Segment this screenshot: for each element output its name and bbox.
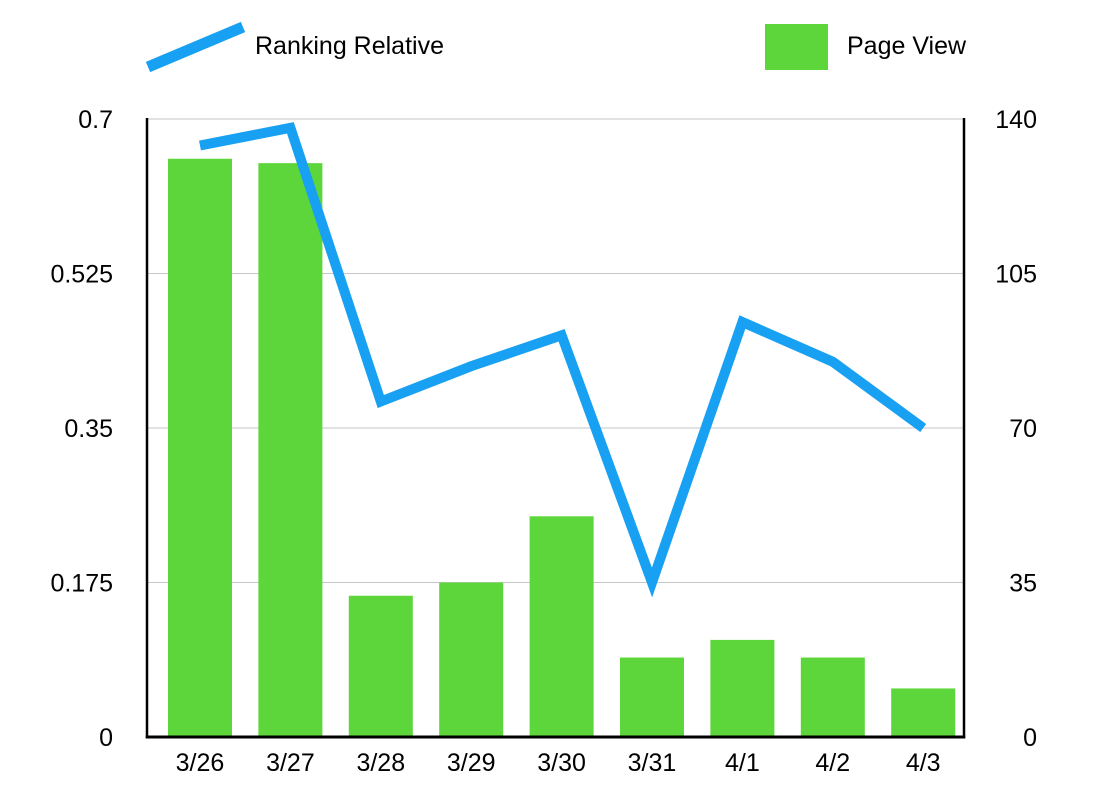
bar-4/3	[891, 688, 956, 737]
bar-series	[168, 158, 956, 738]
left-tick-label: 0	[99, 724, 113, 752]
x-label-4/1: 4/1	[725, 749, 760, 777]
bar-4/1	[710, 639, 775, 737]
right-axis-ticks: 0 35 70 105 140	[995, 106, 1037, 752]
legend-bar-swatch	[765, 24, 828, 70]
right-tick-label: 140	[995, 106, 1037, 134]
legend: Ranking Relative Page View	[145, 21, 967, 73]
left-axis-ticks: 0 0.175 0.35 0.525 0.7	[50, 106, 113, 752]
axes	[145, 118, 966, 739]
legend-bar-label: Page View	[847, 32, 967, 60]
bar-3/28	[348, 595, 413, 737]
left-tick-label: 0.7	[78, 106, 113, 134]
left-tick-label: 0.35	[64, 415, 113, 443]
right-tick-label: 0	[1023, 724, 1037, 752]
x-label-3/26: 3/26	[176, 749, 225, 777]
legend-line-swatch	[145, 21, 246, 73]
left-tick-label: 0.525	[50, 261, 113, 289]
x-label-4/3: 4/3	[906, 749, 941, 777]
right-tick-label: 70	[1009, 415, 1037, 443]
x-label-3/31: 3/31	[628, 749, 677, 777]
right-tick-label: 105	[995, 261, 1037, 289]
x-label-3/29: 3/29	[447, 749, 496, 777]
x-label-3/27: 3/27	[266, 749, 315, 777]
ranking-line	[199, 122, 927, 598]
bar-3/30	[529, 516, 594, 737]
bar-3/31	[620, 657, 684, 737]
right-tick-label: 35	[1009, 570, 1037, 598]
line-series	[199, 122, 927, 598]
bar-3/27	[258, 163, 323, 738]
bar-4/2	[800, 657, 865, 737]
legend-line-label: Ranking Relative	[255, 32, 444, 60]
x-label-3/30: 3/30	[537, 749, 586, 777]
x-label-3/28: 3/28	[356, 749, 405, 777]
bar-3/26	[168, 158, 232, 737]
left-tick-label: 0.175	[50, 570, 113, 598]
x-axis-labels: 3/26 3/27 3/28 3/29 3/30 3/31 4/1 4/2 4/3	[176, 749, 941, 777]
x-label-4/2: 4/2	[815, 749, 850, 777]
bar-3/29	[439, 582, 504, 737]
